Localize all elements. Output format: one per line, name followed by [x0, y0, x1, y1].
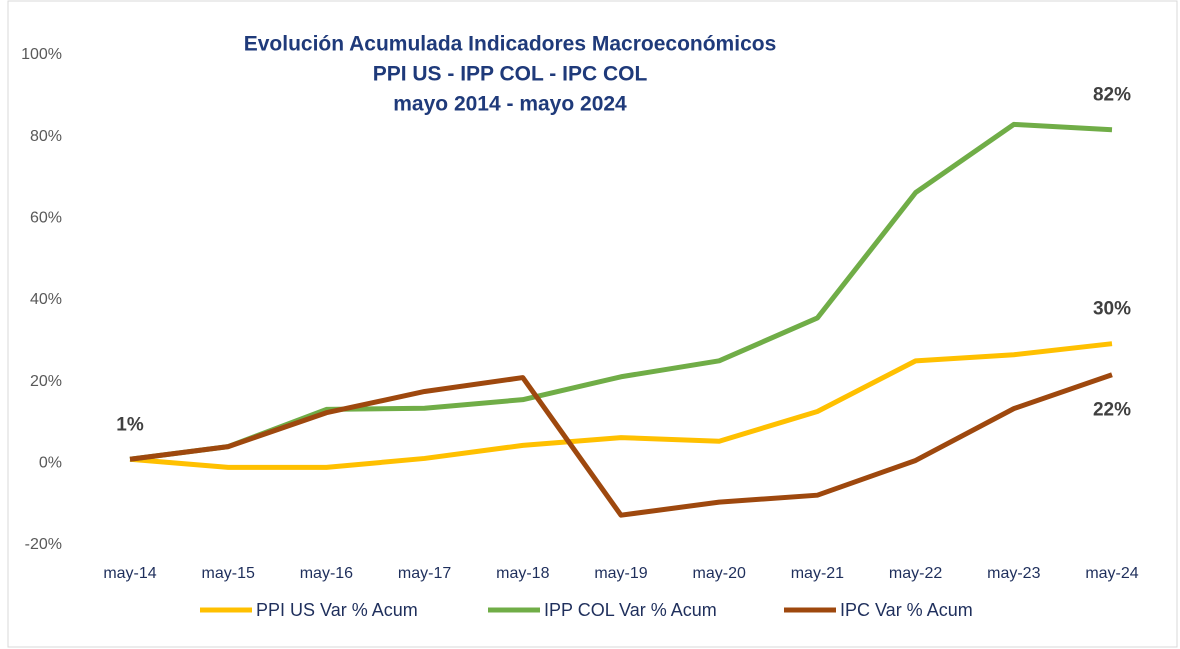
x-tick-label: may-22 — [889, 565, 942, 582]
y-tick-label: 20% — [30, 373, 62, 390]
x-tick-label: may-16 — [300, 565, 353, 582]
x-tick-label: may-18 — [496, 565, 549, 582]
x-tick-label: may-20 — [693, 565, 746, 582]
x-tick-label: may-23 — [987, 565, 1040, 582]
y-tick-label: -20% — [25, 536, 62, 553]
series-line — [129, 341, 1113, 470]
data-label: 1% — [116, 414, 144, 435]
y-tick-label: 80% — [30, 128, 62, 145]
x-tick-label: may-17 — [398, 565, 451, 582]
chart-border — [7, 0, 1178, 648]
y-tick-label: 100% — [21, 46, 62, 63]
data-label: 30% — [1093, 299, 1131, 320]
y-tick-label: 60% — [30, 210, 62, 227]
data-label: 82% — [1093, 85, 1131, 106]
x-tick-label: may-14 — [103, 565, 156, 582]
legend-label: IPC Var % Acum — [840, 600, 973, 620]
x-tick-label: may-24 — [1085, 565, 1138, 582]
chart-title: mayo 2014 - mayo 2024 — [393, 93, 627, 116]
chart-title: Evolución Acumulada Indicadores Macroeco… — [244, 33, 777, 56]
x-tick-label: may-21 — [791, 565, 844, 582]
x-tick-label: may-15 — [202, 565, 255, 582]
x-tick-label: may-19 — [594, 565, 647, 582]
legend-label: IPP COL Var % Acum — [544, 600, 717, 620]
legend-label: PPI US Var % Acum — [256, 600, 418, 620]
chart-title: PPI US - IPP COL - IPC COL — [373, 63, 648, 86]
series-line — [129, 372, 1113, 518]
y-tick-label: 40% — [30, 291, 62, 308]
y-tick-label: 0% — [39, 455, 62, 472]
data-label: 22% — [1093, 400, 1131, 421]
